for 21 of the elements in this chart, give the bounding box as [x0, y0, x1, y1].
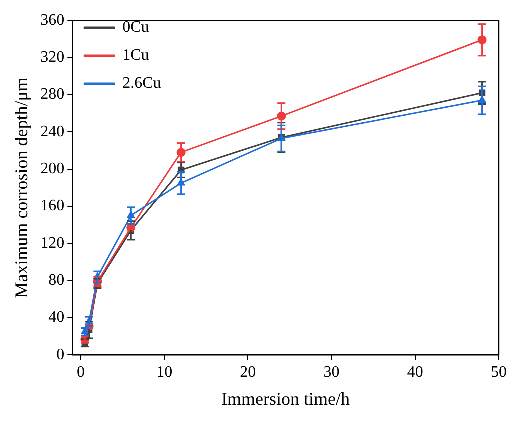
- x-tick-label: 40: [407, 364, 424, 382]
- x-axis-title: Immersion time/h: [222, 388, 350, 409]
- y-tick-label: 280: [40, 86, 65, 104]
- x-tick-label: 0: [76, 364, 85, 382]
- y-tick-label: 0: [56, 346, 65, 364]
- y-tick-label: 40: [48, 309, 65, 326]
- y-tick-label: 200: [40, 160, 65, 178]
- legend-label: 1Cu: [122, 47, 150, 64]
- x-tick-label: 20: [240, 364, 256, 382]
- legend-label: 2.6Cu: [122, 75, 162, 92]
- y-tick-label: 240: [40, 123, 65, 140]
- y-tick-label: 320: [40, 48, 65, 66]
- y-tick-label: 160: [40, 198, 65, 215]
- x-tick-label: 50: [491, 364, 507, 382]
- x-tick-label: 30: [324, 364, 340, 382]
- y-axis-title: Maximum corrosion depth/μm: [12, 78, 32, 298]
- y-tick-label: 80: [48, 272, 65, 290]
- x-tick-label: 10: [156, 364, 173, 382]
- y-tick-label: 360: [40, 12, 65, 29]
- y-tick-label: 120: [40, 234, 65, 252]
- legend-label: 0Cu: [122, 19, 150, 36]
